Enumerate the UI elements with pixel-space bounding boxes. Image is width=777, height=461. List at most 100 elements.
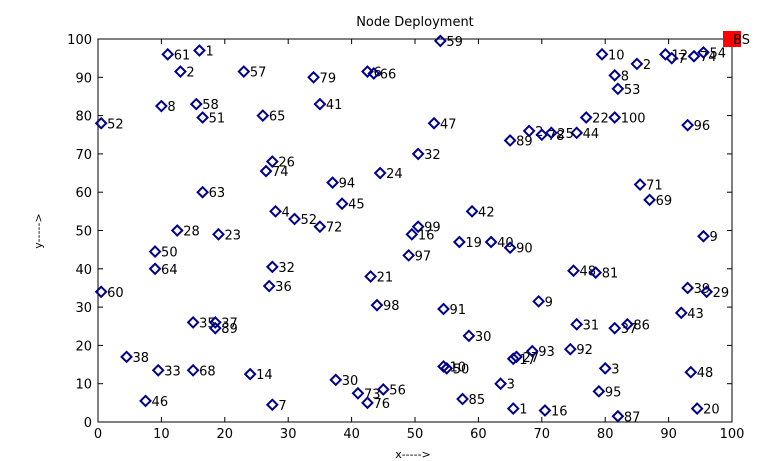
node-marker — [243, 367, 257, 381]
node-marker — [265, 398, 279, 412]
node-label: 2 — [186, 66, 194, 81]
node-marker — [186, 316, 200, 329]
node-marker — [373, 166, 387, 180]
node-marker — [411, 147, 425, 161]
node-marker — [326, 176, 339, 190]
node-label: 29 — [713, 286, 730, 301]
node-marker — [684, 365, 698, 379]
node-label: 39 — [694, 282, 711, 297]
node-marker — [259, 164, 273, 178]
node-marker — [690, 402, 704, 416]
node-marker — [437, 302, 450, 316]
node-marker — [94, 285, 108, 299]
node-marker — [522, 124, 536, 138]
y-tick-label: 20 — [75, 339, 92, 354]
node-marker — [567, 264, 580, 278]
node-label: 53 — [624, 83, 641, 98]
node-marker — [532, 294, 546, 308]
node-marker — [589, 266, 603, 280]
node-marker — [411, 220, 425, 234]
node-label: 47 — [440, 117, 457, 132]
node-label: 36 — [275, 280, 292, 295]
node-label: 60 — [107, 286, 124, 301]
node-marker — [595, 47, 609, 61]
node-label: 99 — [424, 221, 441, 236]
node-label: 65 — [269, 110, 286, 125]
x-tick-label: 10 — [153, 427, 170, 442]
y-tick-label: 40 — [75, 263, 92, 278]
node-marker — [288, 212, 301, 226]
y-tick-label: 30 — [75, 301, 92, 316]
node-label: 3 — [507, 378, 515, 393]
node-marker — [659, 47, 672, 61]
node-marker — [544, 126, 558, 140]
node-marker — [633, 178, 647, 191]
y-axis-label: y-----> — [32, 213, 45, 248]
node-label: 95 — [605, 385, 622, 400]
plot-area-frame — [97, 38, 733, 423]
x-tick-label: 90 — [660, 427, 677, 442]
node-label: 92 — [576, 343, 593, 358]
node-marker — [440, 361, 454, 375]
node-marker — [193, 44, 206, 57]
node-label: 54 — [709, 46, 726, 61]
node-label: 1 — [205, 44, 213, 59]
node-label: 7 — [278, 399, 286, 414]
node-label: 9 — [545, 295, 553, 310]
x-tick-label: 100 — [720, 427, 745, 442]
node-label: 93 — [538, 345, 555, 360]
y-tick-label: 100 — [67, 33, 92, 48]
node-label: 8 — [621, 69, 629, 84]
node-label: 4 — [282, 205, 290, 220]
node-marker — [361, 396, 374, 410]
node-label: 19 — [465, 236, 482, 251]
node-marker — [506, 352, 520, 366]
node-marker — [186, 363, 200, 377]
node-label: 58 — [202, 98, 219, 113]
node-marker — [503, 241, 517, 255]
node-label: 48 — [697, 366, 714, 381]
y-axis-ticks: 0 10 20 30 40 50 60 70 80 90 100 — [67, 33, 732, 431]
node-label: 44 — [583, 127, 600, 142]
node-marker — [262, 279, 276, 293]
node-label: 96 — [694, 119, 711, 134]
node-marker — [148, 245, 162, 258]
node-marker — [592, 384, 606, 398]
node-marker — [256, 109, 270, 123]
node-label: 90 — [516, 242, 533, 257]
node-marker — [151, 363, 165, 377]
node-label: 20 — [703, 403, 720, 418]
node-label: 69 — [656, 194, 673, 209]
node-marker — [120, 350, 133, 364]
base-station-group: BS — [723, 31, 750, 48]
node-label: 50 — [161, 246, 178, 261]
node-marker — [700, 285, 714, 299]
node-marker — [570, 317, 584, 331]
chart-title: Node Deployment — [356, 15, 474, 30]
node-label: 25 — [557, 127, 574, 142]
node-marker — [269, 204, 282, 218]
node-label: 32 — [424, 148, 441, 163]
node-marker — [456, 392, 469, 406]
node-label: 22 — [592, 112, 609, 127]
node-label: 16 — [551, 405, 568, 420]
x-tick-label: 60 — [470, 427, 487, 442]
node-marker — [611, 82, 625, 96]
node-marker — [196, 185, 210, 199]
node-label: 64 — [161, 263, 178, 278]
node-marker — [370, 298, 384, 312]
node-marker — [364, 270, 378, 283]
node-label: 16 — [418, 228, 435, 243]
node-label: 71 — [646, 179, 663, 194]
node-label: 97 — [415, 249, 432, 264]
node-label: 10 — [608, 48, 625, 63]
node-marker — [189, 97, 203, 111]
node-label: 74 — [700, 50, 717, 65]
node-marker — [351, 386, 365, 400]
node-marker — [361, 65, 374, 78]
node-label: 91 — [450, 303, 467, 318]
node-marker — [367, 67, 381, 80]
node-label: 76 — [373, 397, 390, 412]
node-marker — [620, 317, 634, 331]
